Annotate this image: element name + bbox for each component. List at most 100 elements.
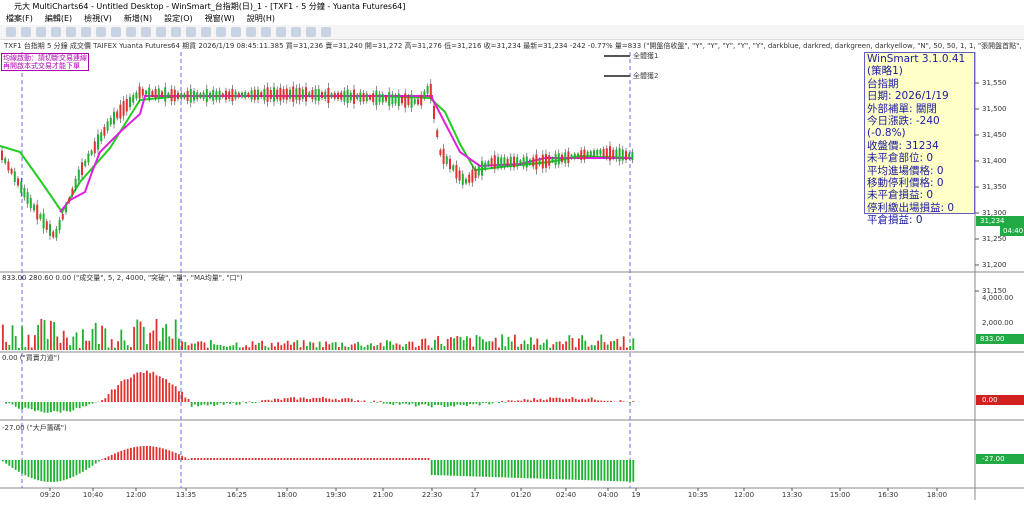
volume-bar: [565, 341, 567, 350]
force-bar: [347, 398, 350, 402]
volume-bar: [430, 347, 433, 350]
volume-bar: [152, 330, 155, 350]
force-bar: [149, 373, 151, 402]
force-bar: [290, 397, 292, 402]
time-tick-label: 13:30: [782, 491, 802, 499]
force-bar: [142, 373, 145, 402]
force-bar: [424, 402, 427, 405]
volume-bar: [2, 324, 4, 350]
tool-button[interactable]: [186, 27, 196, 37]
chips-bar: [69, 460, 71, 479]
volume-bar: [469, 338, 471, 350]
tool-button[interactable]: [81, 27, 91, 37]
menu-item[interactable]: 說明(H): [246, 14, 276, 23]
tool-button[interactable]: [6, 27, 16, 37]
candle: [407, 96, 410, 105]
tool-button[interactable]: [36, 27, 46, 37]
volume-bar: [494, 337, 497, 350]
candle: [52, 231, 55, 238]
candle: [477, 166, 480, 176]
tool-button[interactable]: [246, 27, 256, 37]
time-tick-label: 04:00: [598, 491, 618, 499]
candle: [609, 146, 611, 161]
candle: [167, 92, 170, 97]
volume-bar: [280, 345, 283, 350]
tool-button[interactable]: [126, 27, 136, 37]
force-bar: [43, 402, 46, 413]
tool-button[interactable]: [51, 27, 61, 37]
chips-bar: [146, 446, 148, 460]
chips-bar: [354, 458, 356, 460]
force-bar: [373, 400, 375, 402]
candle: [135, 92, 138, 99]
force-bar: [315, 397, 318, 402]
candle: [618, 148, 621, 162]
tool-button[interactable]: [216, 27, 226, 37]
tool-button[interactable]: [21, 27, 31, 37]
candle: [183, 93, 186, 99]
chips-bar: [210, 458, 212, 460]
volume-bar: [139, 321, 142, 350]
chips-bar: [126, 448, 129, 460]
candle: [372, 93, 375, 103]
volume-bar: [267, 347, 270, 350]
force-bar: [376, 402, 379, 403]
candle: [561, 154, 563, 162]
tool-button[interactable]: [141, 27, 151, 37]
candle: [596, 149, 599, 155]
chips-bar: [82, 460, 84, 472]
tool-button[interactable]: [261, 27, 271, 37]
chips-bar: [584, 460, 587, 481]
tool-button[interactable]: [291, 27, 301, 37]
chips-bar: [600, 460, 603, 481]
chips-bar: [610, 460, 612, 481]
force-bar: [629, 402, 631, 403]
candle: [231, 89, 234, 102]
price-tick-label: 31,400: [982, 157, 1007, 165]
volume-bar: [421, 339, 423, 350]
chart-area: 全體獲1 全體獲2 31,550 31,500 31,450 31,400 31,350 31…: [0, 52, 1024, 500]
chips-bar: [466, 460, 468, 477]
candle: [244, 91, 247, 98]
volume-bar: [5, 341, 7, 350]
force-bar: [344, 398, 347, 402]
tool-button[interactable]: [66, 27, 76, 37]
volume-bar: [555, 341, 558, 350]
tool-button[interactable]: [306, 27, 316, 37]
force-bar: [584, 399, 587, 402]
menu-item[interactable]: 設定(O): [164, 14, 193, 23]
candle: [493, 155, 496, 169]
panel-label: 833.00 280.60 0.00 ("成交量", 5, 2, 4000, "…: [2, 273, 243, 282]
candle: [145, 90, 147, 95]
tool-button[interactable]: [231, 27, 241, 37]
volume-bar: [142, 326, 145, 350]
tool-button[interactable]: [96, 27, 106, 37]
tool-button[interactable]: [201, 27, 211, 37]
chips-bar: [18, 460, 20, 472]
menu-item[interactable]: 新增(N): [123, 14, 153, 23]
menu-item[interactable]: 檔案(F): [6, 14, 33, 23]
volume-bar: [181, 341, 183, 350]
chips-bar: [34, 460, 36, 480]
tool-button[interactable]: [171, 27, 181, 37]
force-bar: [190, 402, 193, 407]
chips-bar: [485, 460, 487, 477]
volume-bar: [306, 345, 308, 350]
chips-bar: [251, 458, 254, 460]
candle: [378, 93, 381, 103]
menu-item[interactable]: 檢視(V): [84, 14, 112, 23]
force-bar: [530, 400, 532, 402]
menu-item[interactable]: 編輯(E): [44, 14, 73, 23]
menu-item[interactable]: 視窗(W): [204, 14, 235, 23]
chips-bar: [446, 460, 449, 476]
tool-button[interactable]: [276, 27, 286, 37]
tool-button[interactable]: [156, 27, 166, 37]
volume-bar: [283, 343, 286, 350]
candle: [343, 90, 346, 102]
force-bar: [184, 397, 187, 402]
candle: [301, 89, 304, 99]
tool-button[interactable]: [111, 27, 121, 37]
volume-bar: [341, 342, 343, 350]
tool-button[interactable]: [321, 27, 331, 37]
info-line: 移動停利價格: 0: [867, 177, 944, 190]
